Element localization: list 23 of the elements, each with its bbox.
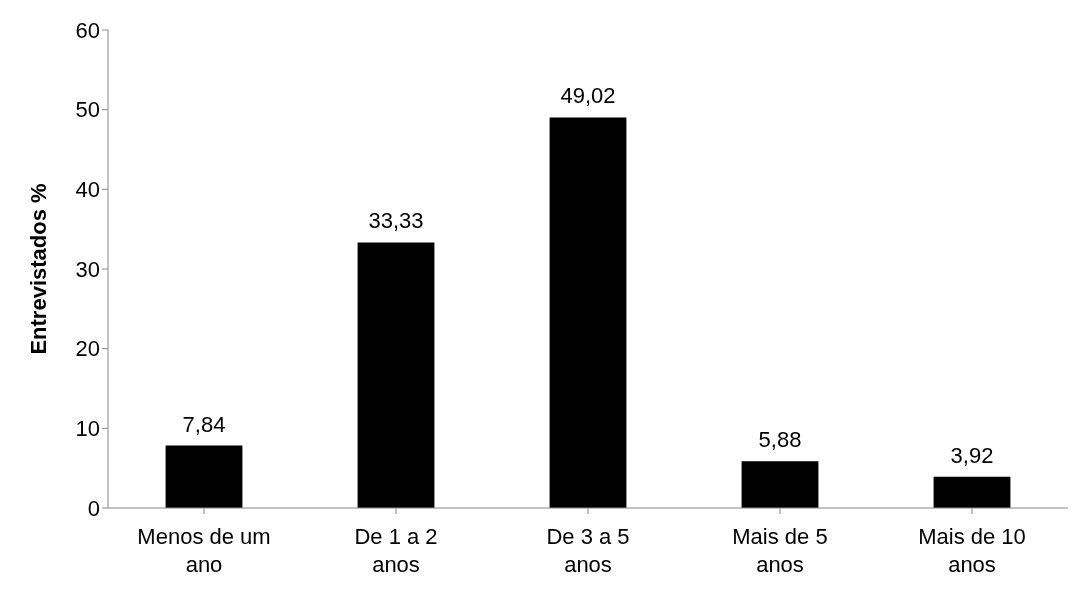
- y-tick-label: 0: [87, 495, 100, 521]
- data-label: 33,33: [368, 208, 424, 234]
- data-label: 5,88: [758, 427, 802, 453]
- bar: [741, 461, 819, 508]
- y-tick-label: 60: [75, 17, 100, 43]
- x-tick-label: Mais de 5 anos: [732, 524, 828, 577]
- x-tick-label: Menos de um ano: [137, 524, 271, 577]
- y-tick-label: 50: [75, 97, 100, 123]
- y-tick-label: 10: [75, 416, 100, 442]
- data-label: 3,92: [950, 442, 994, 468]
- x-tick-label: Mais de 10 anos: [918, 524, 1026, 577]
- y-tick-label: 30: [75, 256, 100, 282]
- y-tick-label: 20: [75, 336, 100, 362]
- x-tick-label: De 3 a 5 anos: [546, 524, 630, 577]
- y-axis-title: Entrevistados %: [25, 183, 51, 355]
- data-label: 49,02: [560, 83, 616, 109]
- x-tick-label: De 1 a 2 anos: [354, 524, 438, 577]
- bar: [549, 117, 627, 508]
- data-label: 7,84: [182, 411, 226, 437]
- bar: [933, 476, 1011, 508]
- y-tick-label: 40: [75, 177, 100, 203]
- bar: [165, 445, 243, 508]
- bar: [357, 242, 435, 508]
